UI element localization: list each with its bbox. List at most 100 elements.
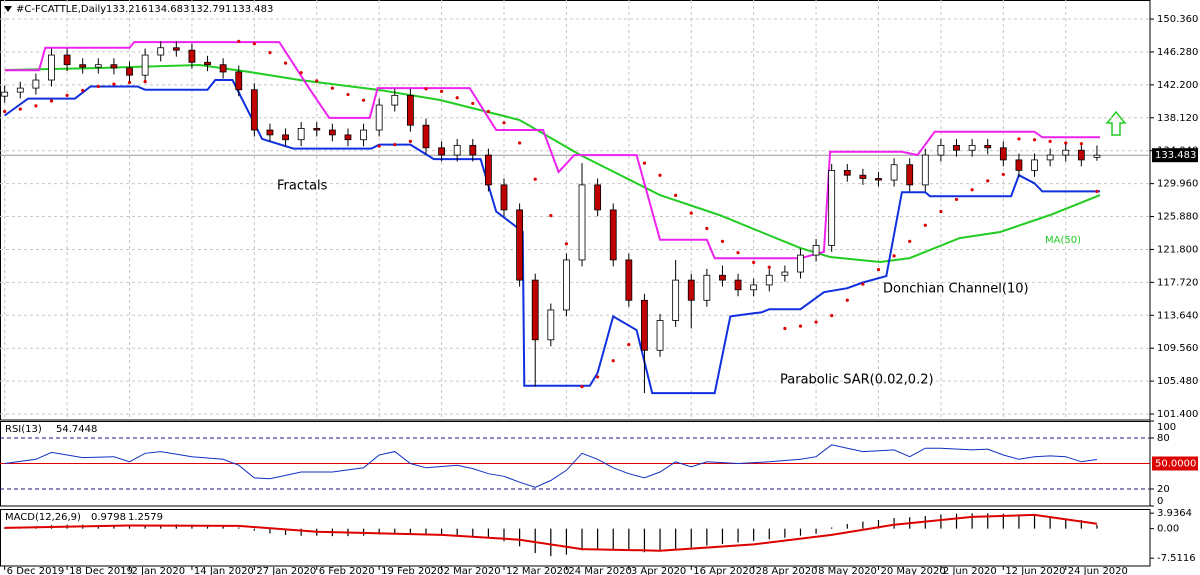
candle-body xyxy=(1015,159,1023,171)
sar-dot xyxy=(299,71,303,75)
y-tick-label: 101.400 xyxy=(1157,409,1198,420)
x-tick-label: 14 Jan 2020 xyxy=(194,566,254,575)
candle-body xyxy=(297,128,305,141)
sar-dot xyxy=(658,173,662,177)
y-tick-label: 109.560 xyxy=(1157,343,1198,354)
sar-dot xyxy=(455,96,459,100)
y-tick-label: 20 xyxy=(1157,484,1170,495)
candle-body xyxy=(32,79,40,89)
candle-body xyxy=(828,169,836,246)
y-tick-label: 129.960 xyxy=(1157,179,1198,190)
sar-dot xyxy=(939,209,943,214)
candle-body xyxy=(313,128,321,131)
sar-dot xyxy=(49,99,54,103)
rsi-line xyxy=(4,444,1097,488)
x-tick-label: 2 Jun 2020 xyxy=(943,566,997,575)
sar-dot xyxy=(502,121,506,125)
candle-body xyxy=(531,279,539,341)
x-tick-label: 18 Dec 2019 xyxy=(69,566,133,575)
sar-dot xyxy=(970,188,974,192)
candle-body xyxy=(765,274,773,286)
candle-body xyxy=(563,259,570,311)
candle-body xyxy=(703,274,711,301)
fractals-label: Fractals xyxy=(277,179,328,194)
sar-dot xyxy=(361,98,366,102)
sar-dot xyxy=(330,86,334,90)
candle-body xyxy=(484,154,492,186)
sar-dot xyxy=(268,51,272,55)
sar-dot xyxy=(845,298,849,302)
sar-dot xyxy=(3,109,7,114)
header-low: 132.791 xyxy=(190,4,231,15)
candle-body xyxy=(219,64,227,73)
y-tick-label: 150.360 xyxy=(1157,14,1198,25)
candle-body xyxy=(438,147,445,156)
candle-body xyxy=(609,209,617,261)
sar-dot xyxy=(81,88,85,93)
sar-dot xyxy=(96,84,100,89)
candle-body xyxy=(500,184,508,211)
candle-body xyxy=(344,134,352,141)
candle-body xyxy=(110,64,118,69)
sar-dot xyxy=(611,359,615,363)
candle-body xyxy=(641,299,648,351)
sar-dot xyxy=(143,80,147,84)
x-tick-label: 2 Mar 2020 xyxy=(444,566,501,575)
candle-body xyxy=(204,61,211,66)
candle-body xyxy=(656,320,664,351)
sar-dot xyxy=(642,161,647,165)
y-tick-label: 121.800 xyxy=(1157,244,1198,255)
sar-dot xyxy=(1048,139,1052,143)
candle-body xyxy=(63,54,71,66)
sar-label: Parabolic SAR(0.02,0.2) xyxy=(780,373,934,388)
candle-body xyxy=(141,54,149,76)
sar-dot xyxy=(315,79,319,83)
candle-body xyxy=(172,47,180,51)
candle-body xyxy=(781,271,789,276)
header-close: 133.483 xyxy=(232,4,273,15)
sar-dot xyxy=(830,314,834,318)
sar-dot xyxy=(564,242,569,246)
y-tick-label: 117.720 xyxy=(1157,277,1198,288)
sar-dot xyxy=(1032,138,1037,142)
ma-label: MA(50) xyxy=(1045,235,1081,246)
candle-body xyxy=(406,94,414,126)
sar-dot xyxy=(689,211,693,215)
panel-title: MACD(12,26,9) xyxy=(5,512,81,523)
sar-dot xyxy=(596,375,600,379)
sar-dot xyxy=(34,104,38,108)
sar-dot xyxy=(549,213,553,218)
sar-dot xyxy=(408,139,412,143)
candle-body xyxy=(188,49,196,63)
sar-dot xyxy=(720,239,725,243)
sar-dot xyxy=(908,239,912,243)
sar-dot xyxy=(580,385,584,389)
buy-arrow xyxy=(1105,110,1127,136)
sar-dot xyxy=(861,282,865,286)
candle-body xyxy=(797,254,804,273)
candle-body xyxy=(469,144,477,156)
x-tick-label: 6 Dec 2019 xyxy=(7,566,65,575)
y-tick-label: 113.640 xyxy=(1157,310,1198,321)
sar-dot xyxy=(705,226,709,231)
sar-dot xyxy=(237,39,241,43)
candle-body xyxy=(1046,154,1054,161)
candle-body xyxy=(906,164,914,186)
x-tick-label: 24 Jun 2020 xyxy=(1068,566,1128,575)
x-tick-label: 12 Mar 2020 xyxy=(506,566,569,575)
candle-body xyxy=(16,87,24,93)
sar-dot xyxy=(283,61,288,65)
donchian-label: Donchian Channel(10) xyxy=(883,282,1029,297)
candle-body xyxy=(126,67,133,76)
sar-dot xyxy=(783,326,787,331)
sar-dot xyxy=(377,144,381,148)
y-tick-label: 0.00 xyxy=(1157,524,1179,535)
y-tick-label: 100 xyxy=(1157,422,1176,433)
candle-body xyxy=(453,144,461,156)
x-tick-label: 8 May 2020 xyxy=(818,566,877,575)
candle-body xyxy=(266,129,274,136)
candle-body xyxy=(94,64,102,68)
sar-dot xyxy=(424,87,428,91)
y-tick-label: 3.9364 xyxy=(1157,508,1192,519)
title-marker xyxy=(4,6,12,12)
